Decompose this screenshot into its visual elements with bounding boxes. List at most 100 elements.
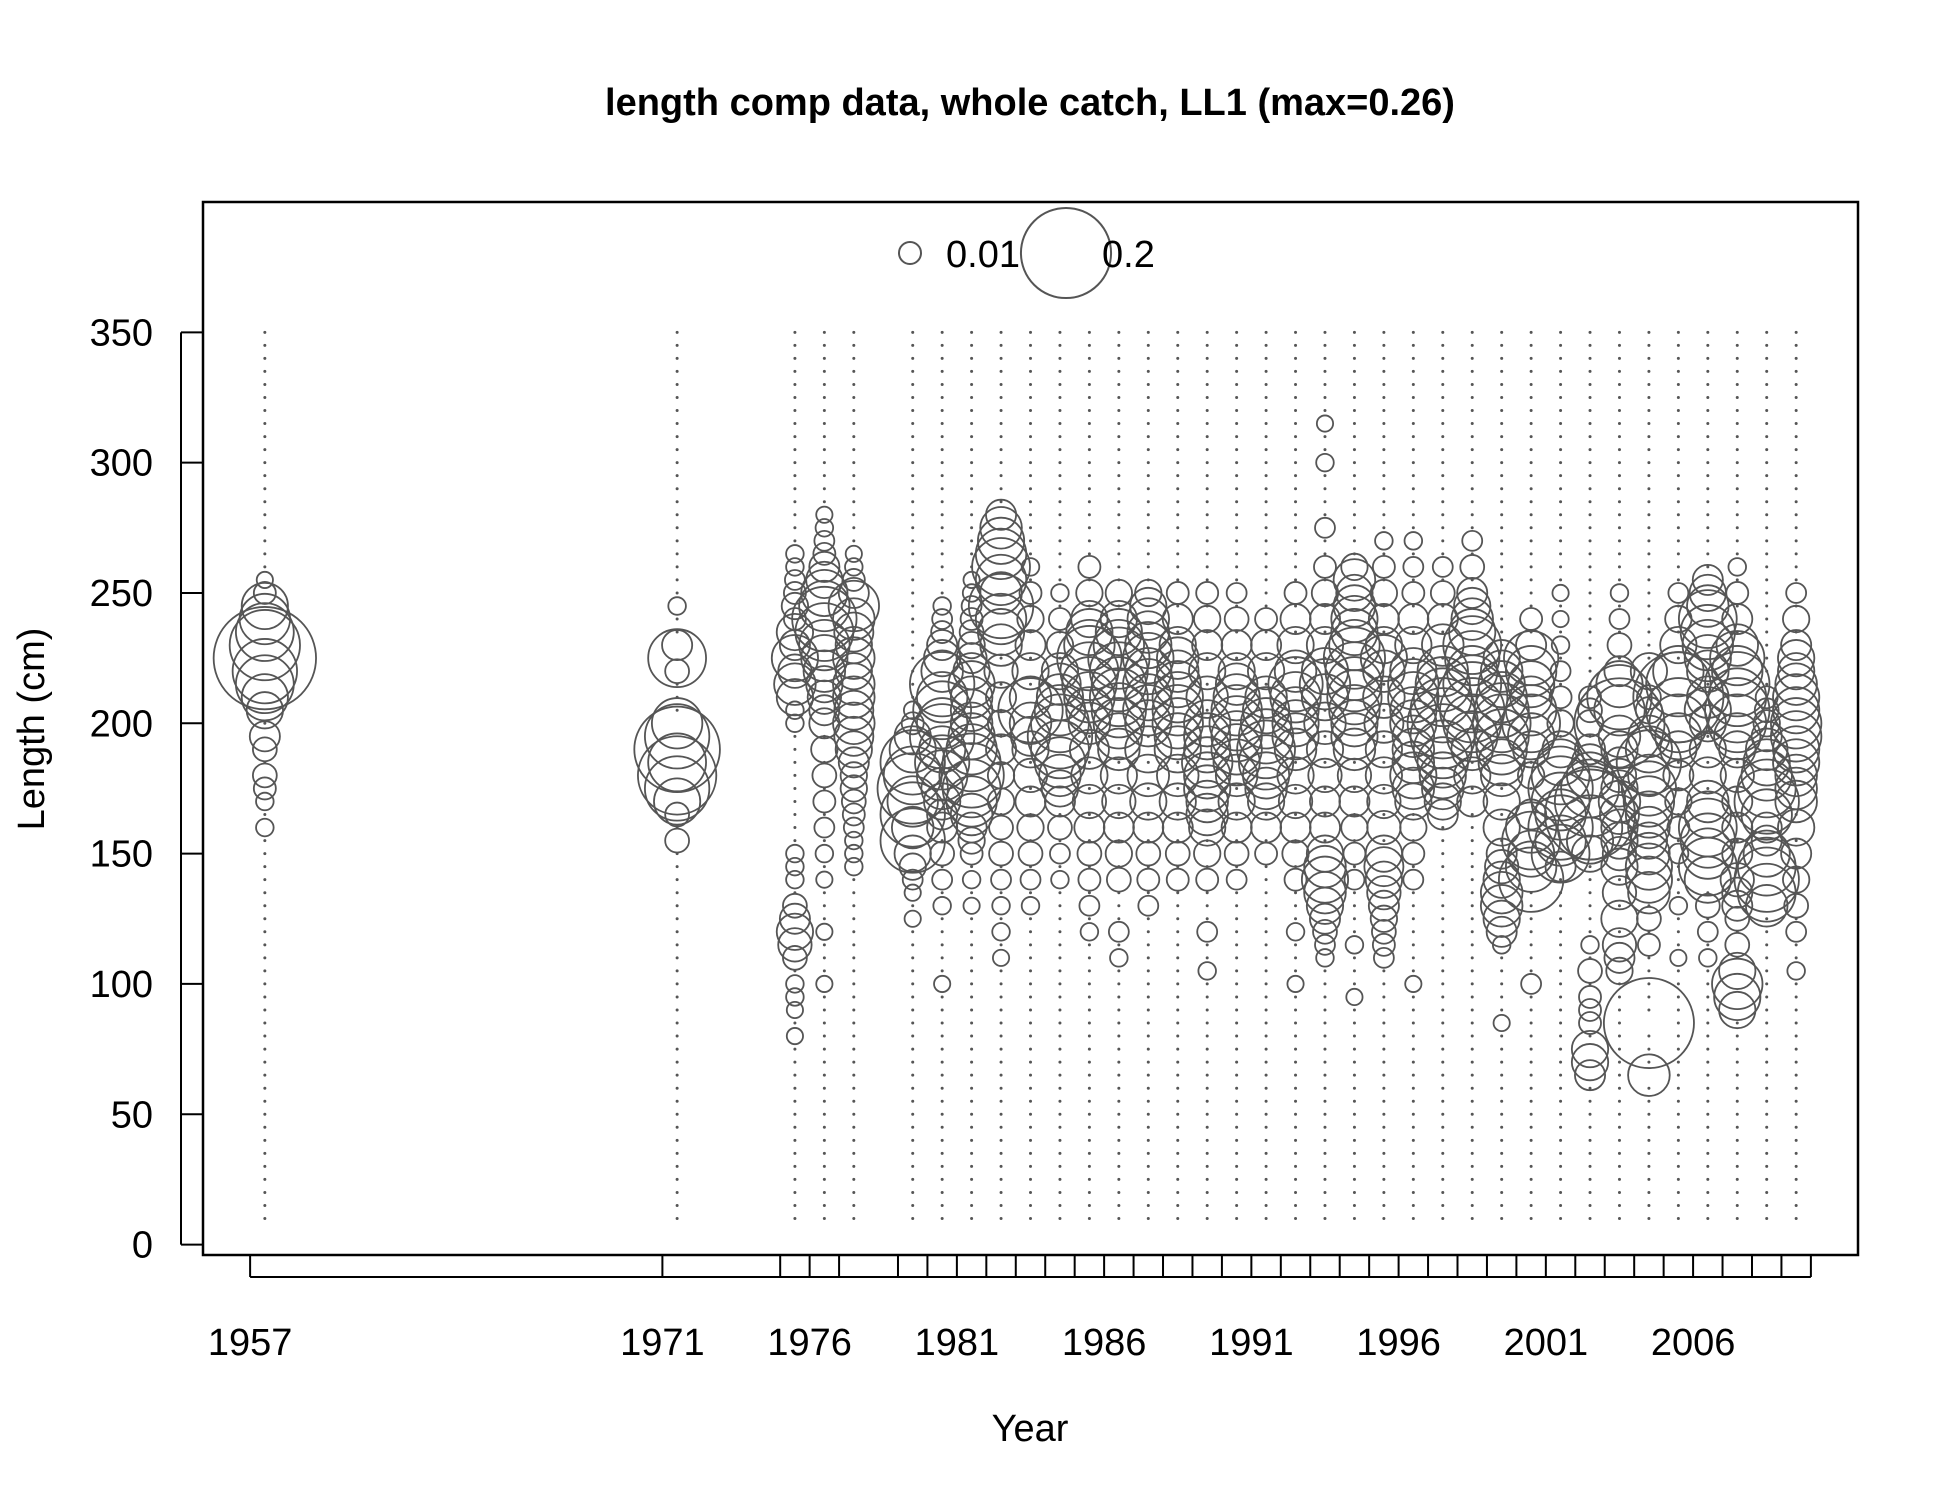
- bubble: [1134, 578, 1163, 608]
- bubble-dot: [940, 395, 944, 399]
- bubble-dot: [1529, 422, 1533, 426]
- bubble-dot: [1146, 330, 1150, 334]
- bubble-dot: [1294, 474, 1298, 478]
- bubble-dot: [1205, 1008, 1209, 1012]
- bubble: [1303, 844, 1347, 889]
- bubble-dot: [1735, 422, 1739, 426]
- bubble-dot: [970, 356, 974, 360]
- bubble-dot: [1205, 1034, 1209, 1038]
- bubble: [1498, 846, 1565, 913]
- bubble-dot: [1500, 1138, 1504, 1142]
- bubble-dot: [852, 1047, 856, 1051]
- bubble-dot: [1294, 369, 1298, 373]
- bubble-dot: [1411, 1217, 1415, 1221]
- bubble: [1772, 738, 1821, 787]
- bubble: [1101, 783, 1137, 820]
- bubble-dot: [1676, 1047, 1680, 1051]
- bubble-dot: [1205, 539, 1209, 543]
- bubble-dot: [1500, 409, 1504, 413]
- bubble-dot: [940, 1112, 944, 1116]
- bubble-dot: [1500, 1073, 1504, 1077]
- bubble: [1774, 779, 1818, 824]
- bubble-dot: [1765, 1034, 1769, 1038]
- bubble: [916, 749, 969, 802]
- bubble-dot: [1441, 474, 1445, 478]
- bubble-dot: [1706, 1008, 1710, 1012]
- bubble: [1742, 829, 1791, 878]
- bubble-dot: [1176, 969, 1180, 973]
- bubble-dot: [852, 943, 856, 947]
- bubble-dot: [970, 1190, 974, 1194]
- bubble: [1550, 635, 1571, 655]
- bubble: [992, 948, 1011, 967]
- bubble-dot: [1706, 1112, 1710, 1116]
- bubble-dot: [1117, 995, 1121, 999]
- bubble-dot: [999, 682, 1003, 686]
- bubble-dot: [1559, 630, 1563, 634]
- bubble-dot: [911, 330, 915, 334]
- bubble-dot: [1500, 1112, 1504, 1116]
- bubble: [1129, 782, 1168, 821]
- bubble: [1050, 583, 1070, 603]
- bubble: [1752, 709, 1781, 738]
- bubble: [1343, 868, 1366, 891]
- bubble-dot: [1735, 474, 1739, 478]
- bubble-dot: [1559, 356, 1563, 360]
- bubble-dot: [1529, 435, 1533, 439]
- bubble-dot: [1794, 1047, 1798, 1051]
- bubble: [1188, 652, 1227, 691]
- bubble-dot: [1500, 1008, 1504, 1012]
- bubble-dot: [1146, 943, 1150, 947]
- bubble-dot: [793, 1151, 797, 1155]
- bubble-dot: [1617, 1138, 1621, 1142]
- bubble-dot: [1294, 1099, 1298, 1103]
- bubble: [1780, 629, 1813, 662]
- bubble: [815, 922, 834, 941]
- bubble-dot: [1352, 1203, 1356, 1207]
- bubble-dot: [1294, 461, 1298, 465]
- bubble: [1332, 558, 1377, 602]
- bubble-dot: [1529, 526, 1533, 530]
- bubble-dot: [1205, 904, 1209, 908]
- bubble-dot: [1146, 461, 1150, 465]
- bubble-dot: [1294, 1203, 1298, 1207]
- bubble-dot: [1617, 1008, 1621, 1012]
- bubble-dot: [1529, 1177, 1533, 1181]
- bubble-dot: [822, 839, 826, 843]
- bubble-dot: [852, 539, 856, 543]
- bubble-dot: [1117, 382, 1121, 386]
- bubble-dot: [1294, 1086, 1298, 1090]
- bubble-dot: [1470, 930, 1474, 934]
- bubble-dot: [1146, 526, 1150, 530]
- bubble-dot: [940, 1099, 944, 1103]
- bubble: [1106, 866, 1132, 893]
- bubble: [1089, 667, 1149, 728]
- bubble-dot: [852, 395, 856, 399]
- bubble-dot: [999, 461, 1003, 465]
- bubble-dot: [999, 995, 1003, 999]
- bubble-dot: [1352, 904, 1356, 908]
- bubble: [1750, 824, 1783, 857]
- bubble-dot: [1029, 513, 1032, 517]
- bubble-dot: [822, 1086, 826, 1090]
- bubble-dot: [911, 1099, 915, 1103]
- legend-bubble-0.2: [1019, 206, 1113, 300]
- bubble: [1549, 660, 1572, 683]
- bubble-dot: [822, 1203, 826, 1207]
- bubble-dot: [1588, 526, 1592, 530]
- bubble: [842, 816, 865, 839]
- bubble-dot: [1765, 526, 1769, 530]
- bubble-dot: [822, 1125, 826, 1129]
- bubble-dot: [1706, 1151, 1710, 1155]
- bubble-dot: [911, 1034, 915, 1038]
- bubble-dot: [1794, 1086, 1798, 1090]
- bubble-dot: [822, 1021, 826, 1025]
- bubble: [252, 581, 277, 605]
- bubble-dot: [1294, 1190, 1298, 1194]
- bubble-dot: [1765, 969, 1769, 973]
- bubble-dot: [263, 513, 267, 517]
- bubble-dot: [1411, 904, 1415, 908]
- bubble-dot: [1588, 1099, 1592, 1103]
- bubble-dot: [1588, 539, 1592, 543]
- bubble-dot: [1647, 1217, 1651, 1221]
